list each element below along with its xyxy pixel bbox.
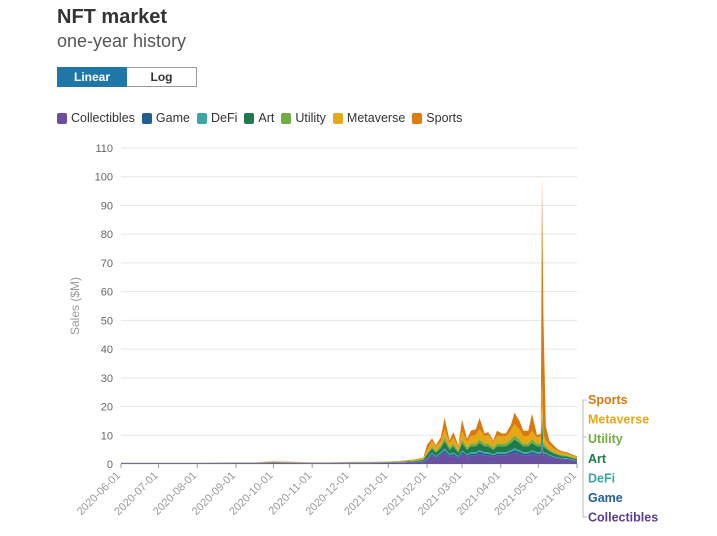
y-tick-label: 110 <box>95 143 113 155</box>
log-scale-button[interactable]: Log <box>127 67 197 87</box>
legend: Collectibles Game DeFi Art Utility Metaverse S… <box>57 111 469 125</box>
linear-scale-button[interactable]: Linear <box>57 67 127 87</box>
y-tick-label: 70 <box>101 258 113 270</box>
legend-item-utility[interactable]: Utility <box>281 111 326 125</box>
legend-swatch <box>281 112 292 124</box>
legend-label: DeFi <box>210 111 238 125</box>
legend-swatch <box>196 112 207 124</box>
series-end-label-art: Art <box>588 452 607 466</box>
page-subtitle: one-year history <box>57 31 187 51</box>
legend-swatch <box>57 112 67 124</box>
legend-swatch <box>244 112 255 124</box>
legend-item-metaverse[interactable]: Metaverse <box>332 111 406 125</box>
y-tick-label: 100 <box>95 172 113 184</box>
y-tick-label: 50 <box>101 315 113 327</box>
y-tick-label: 60 <box>101 287 113 299</box>
legend-item-art[interactable]: Art <box>244 111 274 125</box>
series-end-label-collectibles: Collectibles <box>588 511 658 525</box>
legend-label: Metaverse <box>346 111 406 125</box>
series-end-label-defi: DeFi <box>588 471 615 485</box>
area-series-collectibles <box>121 446 577 464</box>
series-end-label-sports: Sports <box>588 393 628 407</box>
y-tick-label: 0 <box>107 459 113 471</box>
legend-item-defi[interactable]: DeFi <box>196 111 238 125</box>
legend-swatch <box>141 112 152 124</box>
y-tick-label: 80 <box>101 229 113 241</box>
legend-label: Game <box>155 111 190 125</box>
y-tick-label: 30 <box>101 373 113 385</box>
series-end-label-game: Game <box>588 491 623 505</box>
legend-item-game[interactable]: Game <box>141 111 190 125</box>
series-end-label-utility: Utility <box>588 432 623 446</box>
y-tick-label: 40 <box>101 344 113 356</box>
y-tick-label: 10 <box>101 430 113 442</box>
y-axis-label: Sales ($M) <box>68 277 82 335</box>
legend-swatch <box>332 112 343 124</box>
y-tick-label: 20 <box>101 402 113 414</box>
scale-toggle: Linear Log <box>57 67 197 87</box>
legend-label: Utility <box>295 111 326 125</box>
series-bracket <box>582 399 587 518</box>
legend-label: Art <box>258 111 275 125</box>
y-tick-label: 90 <box>101 200 113 212</box>
legend-item-collectibles[interactable]: Collectibles <box>57 111 135 125</box>
legend-label: Collectibles <box>71 111 135 125</box>
series-end-label-metaverse: Metaverse <box>588 413 649 427</box>
legend-swatch <box>412 112 423 124</box>
page-title: NFT market <box>57 6 168 28</box>
legend-label: Sports <box>426 111 463 125</box>
legend-item-sports[interactable]: Sports <box>412 111 462 125</box>
